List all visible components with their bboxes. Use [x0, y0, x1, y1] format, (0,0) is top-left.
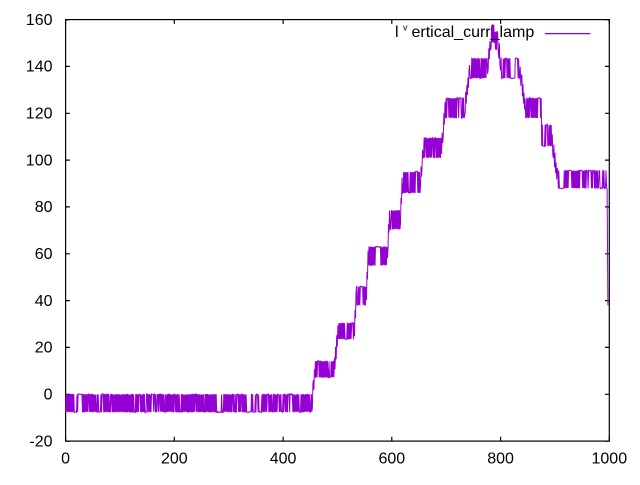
svg-text:0: 0 [44, 387, 53, 404]
svg-text:1000: 1000 [592, 451, 628, 468]
svg-text:ertical_curr_lamp: ertical_curr_lamp [412, 24, 535, 41]
svg-text:-20: -20 [29, 433, 52, 450]
svg-text:200: 200 [161, 451, 188, 468]
svg-text:40: 40 [35, 293, 53, 310]
svg-text:0: 0 [61, 451, 70, 468]
svg-text:160: 160 [26, 12, 53, 29]
svg-text:100: 100 [26, 152, 53, 169]
svg-text:800: 800 [487, 451, 514, 468]
svg-text:20: 20 [35, 340, 53, 357]
svg-text:l: l [395, 24, 399, 41]
svg-text:80: 80 [35, 199, 53, 216]
svg-text:v: v [403, 23, 408, 33]
svg-text:400: 400 [270, 451, 297, 468]
svg-text:600: 600 [378, 451, 405, 468]
svg-text:120: 120 [26, 106, 53, 123]
svg-text:140: 140 [26, 59, 53, 76]
svg-text:60: 60 [35, 246, 53, 263]
